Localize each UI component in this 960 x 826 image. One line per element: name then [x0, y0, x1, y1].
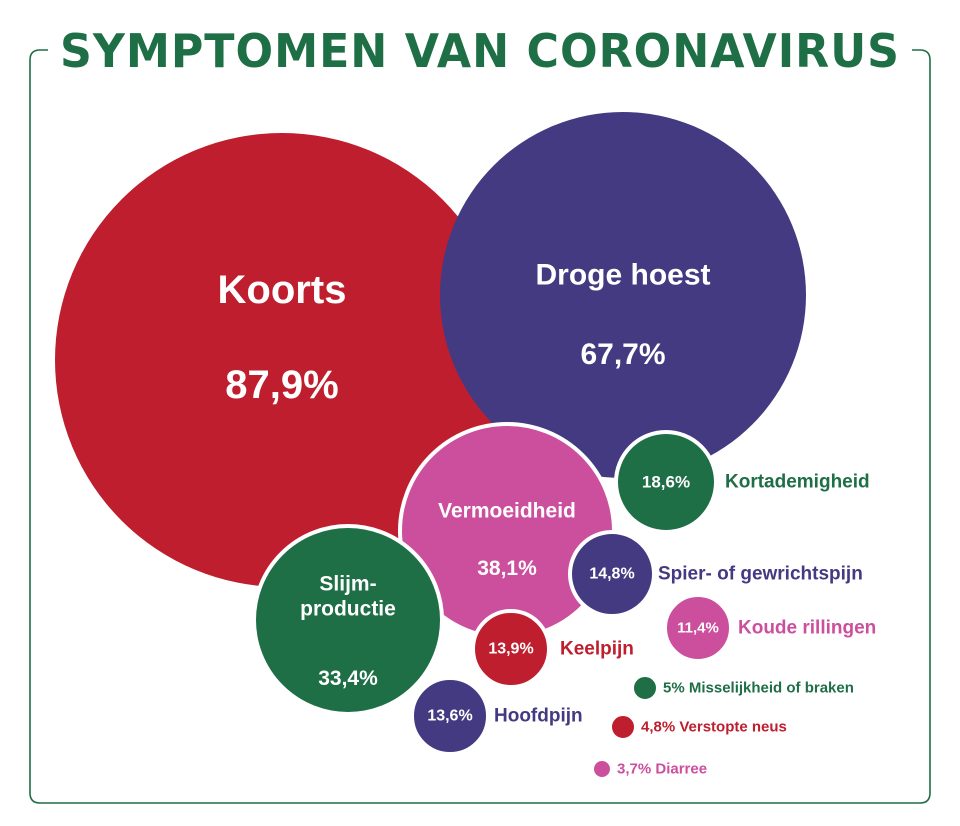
bubble-name-koorts: Koorts — [218, 268, 347, 312]
bubble-value-keelpijn: 13,9% — [488, 641, 533, 658]
bubble-label-spier-of-gewrichtspijn: Spier- of gewrichtspijn — [658, 564, 863, 585]
bubble-label-verstopte-neus: 4,8% Verstopte neus — [641, 719, 787, 736]
bubble-label-diarree: 3,7% Diarree — [617, 761, 707, 778]
bubble-name-droge-hoest: Droge hoest — [535, 259, 710, 292]
bubble-droge-hoest — [440, 112, 806, 478]
bubble-value-droge-hoest: 67,7% — [580, 338, 665, 371]
bubble-value-hoofdpijn: 13,6% — [427, 708, 472, 725]
bubble-hoofdpijn — [410, 676, 490, 756]
bubble-value-koorts: 87,9% — [225, 363, 338, 407]
bubble-kortademigheid — [614, 430, 718, 534]
bubbles: Koorts 87,9% Droge hoest 67,7% Vermoeidheid 3… — [55, 112, 876, 781]
bubble-label-koude-rillingen: Koude rillingen — [738, 618, 876, 639]
bubble-misselijkheid-of-braken — [630, 673, 660, 703]
bubble-label-hoofdpijn: Hoofdpijn — [494, 706, 583, 727]
chart-frame — [29, 49, 931, 804]
bubble-name-slijm-productie-1: Slijm- — [319, 573, 376, 596]
bubble-value-vermoeidheid: 38,1% — [477, 557, 537, 580]
bubble-slijm-productie — [252, 524, 444, 716]
bubble-label-misselijkheid-of-braken: 5% Misselijkheid of braken — [663, 680, 854, 697]
bubble-keelpijn — [471, 609, 551, 689]
bubble-diarree — [590, 757, 614, 781]
bubble-spier-of-gewrichtspijn — [568, 530, 656, 618]
bubble-koude-rillingen — [663, 593, 733, 663]
chart-title: SYMPTOMEN VAN CORONAVIRUS — [60, 24, 900, 78]
bubble-value-spier-of-gewrichtspijn: 14,8% — [589, 566, 634, 583]
bubble-name-slijm-productie-2: productie — [300, 598, 396, 621]
bubble-label-keelpijn: Keelpijn — [560, 639, 634, 660]
bubble-value-koude-rillingen: 11,4% — [677, 620, 719, 637]
bubble-verstopte-neus — [608, 712, 638, 742]
bubble-value-slijm-productie: 33,4% — [318, 667, 378, 690]
bubble-name-vermoeidheid: Vermoeidheid — [438, 500, 576, 523]
bubble-koorts — [55, 133, 509, 587]
bubble-value-kortademigheid: 18,6% — [642, 473, 690, 492]
bubble-label-kortademigheid: Kortademigheid — [725, 472, 870, 493]
